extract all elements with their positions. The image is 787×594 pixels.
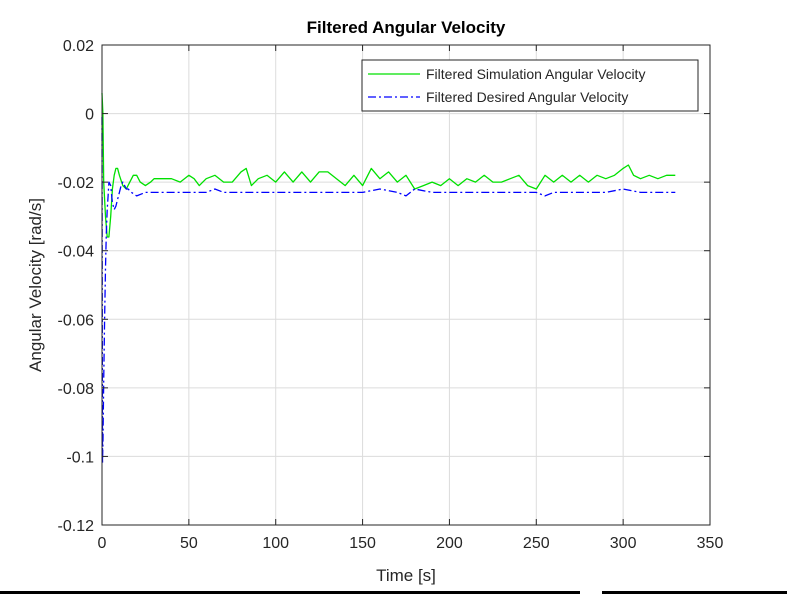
series-layer — [101, 92, 676, 464]
chart-title: Filtered Angular Velocity — [307, 18, 506, 37]
y-tick-label: 0.02 — [63, 38, 94, 55]
y-tick-label: -0.12 — [58, 518, 95, 535]
y-tick-label: -0.1 — [66, 449, 94, 466]
legend: Filtered Simulation Angular Velocity Fil… — [361, 59, 699, 112]
bottom-bar-left — [0, 591, 580, 594]
plot-frame — [101, 44, 711, 526]
x-tick-label: 350 — [697, 535, 724, 552]
legend-box — [361, 59, 699, 112]
y-axis-ticks: 0.02 0 -0.02 -0.04 -0.06 -0.08 -0.1 -0.12 — [58, 38, 710, 535]
y-tick-label: -0.02 — [58, 175, 95, 192]
series-line-1 — [101, 116, 676, 464]
x-tick-label: 50 — [180, 535, 198, 552]
legend-entry-simulation: Filtered Simulation Angular Velocity — [426, 66, 645, 82]
x-axis-label: Time [s] — [376, 566, 436, 585]
x-tick-label: 100 — [262, 535, 289, 552]
y-tick-label: -0.04 — [58, 244, 95, 261]
plot-area — [102, 45, 710, 525]
y-tick-label: -0.06 — [58, 312, 95, 329]
x-tick-label: 200 — [436, 535, 463, 552]
x-tick-label: 300 — [610, 535, 637, 552]
series-line-0 — [101, 92, 676, 238]
x-tick-label: 150 — [349, 535, 376, 552]
y-tick-label: -0.08 — [58, 381, 95, 398]
x-axis-ticks: 0 50 100 150 200 250 300 350 — [98, 45, 724, 552]
bottom-bar-right — [602, 591, 787, 594]
x-tick-label: 250 — [523, 535, 550, 552]
legend-entry-desired: Filtered Desired Angular Velocity — [426, 89, 628, 105]
y-axis-label: Angular Velocity [rad/s] — [26, 198, 45, 372]
x-tick-label: 0 — [98, 535, 107, 552]
y-tick-label: 0 — [85, 107, 94, 124]
